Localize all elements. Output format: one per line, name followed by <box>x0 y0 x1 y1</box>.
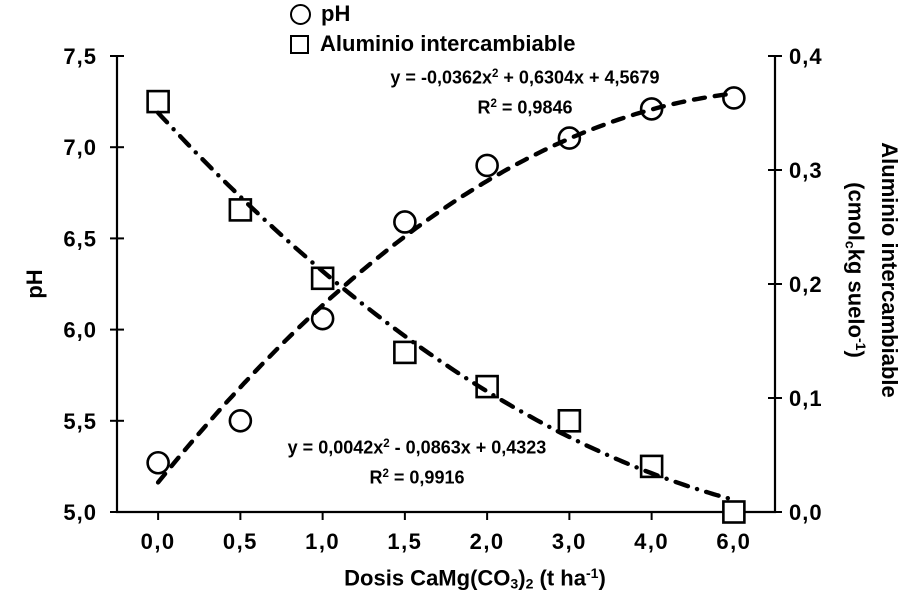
al-equation-text: y = 0,0042x2 - 0,0863x + 0,4323 <box>287 437 547 458</box>
x-axis-tick-label: 2,0 <box>470 529 505 554</box>
right-axis-title: Aluminio intercambiable (cmolckg suelo-1… <box>843 120 904 420</box>
al-data-marker <box>393 340 417 365</box>
al-trendline <box>155 110 737 502</box>
x-axis-tick-label: 1,5 <box>387 529 422 554</box>
x-axis-tick-label: 3,0 <box>552 529 587 554</box>
left-axis-tick-label: 7,0 <box>63 135 97 160</box>
circle-marker-icon <box>290 3 311 25</box>
x-axis-tick-label: 6,0 <box>716 529 751 554</box>
ph-data-marker <box>393 210 417 234</box>
ph-equation-text: y = -0,0362x2 + 0,6304x + 4,5679 <box>390 67 660 88</box>
left-axis-tick-label: 5,5 <box>63 409 97 434</box>
ph-data-marker <box>475 153 499 178</box>
left-axis-tick-label: 6,0 <box>63 318 97 343</box>
left-axis-tick-label: 7,5 <box>63 44 97 69</box>
al-data-marker <box>557 408 582 433</box>
al-r2-text: R2 = 0,9916 <box>369 467 465 488</box>
legend-item-ph: pH <box>290 1 576 27</box>
al-data-marker <box>146 89 170 114</box>
legend-label-ph: pH <box>321 1 351 26</box>
x-axis-tick-label: 0,5 <box>223 529 258 554</box>
right-axis-title-line2: (cmolckg suelo-1) <box>842 182 869 358</box>
ph-data-marker <box>722 86 746 110</box>
x-axis-tick-label: 4,0 <box>634 529 669 554</box>
left-axis-tick-label: 6,5 <box>63 226 97 251</box>
left-axis-tick-label: 5,0 <box>63 500 97 525</box>
x-axis-tick-label: 1,0 <box>305 529 340 554</box>
right-axis-tick-label: 0,4 <box>789 44 823 69</box>
ph-data-marker <box>146 450 170 475</box>
square-marker-icon <box>290 34 309 54</box>
ph-trendline-annotation: y = -0,0362x2 + 0,6304x + 4,5679 R2 = 0,… <box>325 61 725 122</box>
legend-label-aluminio: Aluminio intercambiable <box>320 31 576 56</box>
x-axis-tick-label: 0,0 <box>141 529 176 554</box>
ph-data-marker <box>228 408 253 433</box>
al-data-marker <box>722 500 746 524</box>
x-axis-title: Dosis CaMg(CO3)2 (t ha-1) <box>344 565 606 592</box>
ph-trendline <box>155 91 737 485</box>
ph-data-marker <box>557 126 582 150</box>
al-trendline-annotation: y = 0,0042x2 - 0,0863x + 0,4323 R2 = 0,9… <box>217 431 617 492</box>
right-axis-tick-label: 0,3 <box>789 158 823 183</box>
right-axis-tick-label: 0,1 <box>789 386 823 411</box>
right-axis-tick-label: 0,0 <box>789 500 823 525</box>
right-axis-title-line1: Aluminio intercambiable <box>877 142 902 398</box>
legend-item-aluminio: Aluminio intercambiable <box>290 31 576 57</box>
left-axis-title: pH <box>22 269 47 299</box>
ph-r2-text: R2 = 0,9846 <box>477 97 573 118</box>
legend: pH Aluminio intercambiable <box>290 1 576 61</box>
right-axis-tick-label: 0,2 <box>789 272 823 297</box>
